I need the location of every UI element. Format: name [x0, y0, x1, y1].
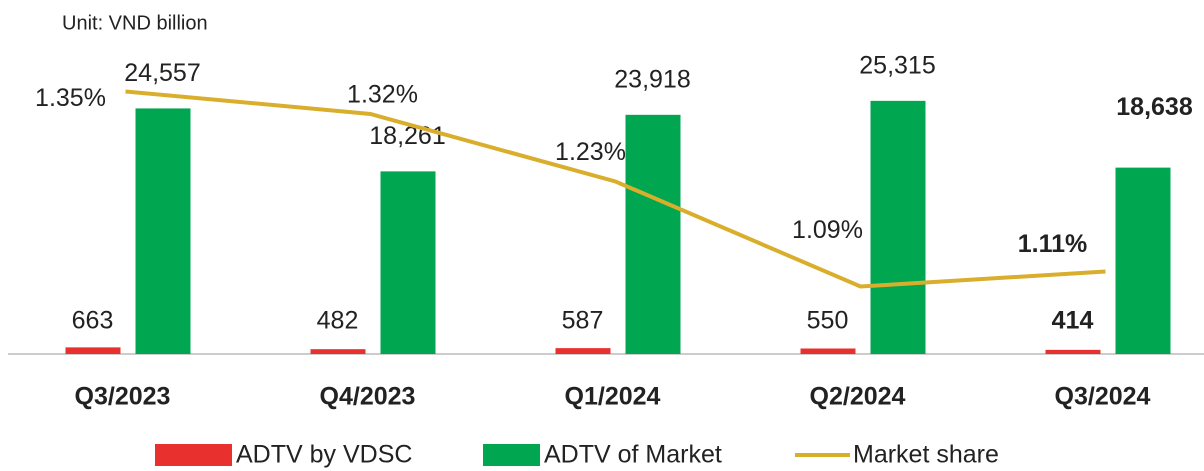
legend-swatch: [155, 444, 232, 466]
value-label: 1.35%: [35, 84, 106, 112]
bar: [135, 108, 191, 355]
bar: [870, 100, 926, 354]
bar: [310, 349, 366, 354]
value-label: 25,315: [859, 51, 935, 79]
bar: [1045, 349, 1101, 354]
value-label: 663: [72, 307, 114, 335]
bar: [380, 171, 436, 354]
value-label: 1.11%: [1018, 230, 1088, 258]
line: [125, 89, 1106, 289]
value-label: 414: [1052, 307, 1094, 335]
bar: [555, 348, 611, 354]
x-tick-label: Q3/2023: [75, 383, 171, 411]
x-tick-label: Q3/2024: [1055, 383, 1151, 411]
value-label: 23,918: [614, 65, 690, 93]
bar: [625, 114, 681, 354]
value-label: 18,261: [369, 122, 445, 150]
legend-label: ADTV of Market: [544, 441, 722, 469]
x-tick-label: Q2/2024: [810, 383, 906, 411]
chart-subtitle: Unit: VND billion: [62, 12, 208, 34]
value-label: 587: [562, 307, 604, 335]
x-tick-label: Q4/2023: [320, 383, 416, 411]
value-label: 482: [317, 307, 359, 335]
value-label: 1.32%: [347, 81, 418, 109]
value-label: 24,557: [124, 59, 200, 87]
value-label: 1.09%: [792, 216, 863, 244]
value-label: 1.23%: [555, 138, 626, 166]
x-tick-label: Q1/2024: [565, 383, 661, 411]
legend-swatch: [483, 444, 540, 466]
legend-label: Market share: [853, 441, 999, 469]
bar: [65, 347, 121, 354]
legend-label: ADTV by VDSC: [236, 441, 412, 469]
value-label: 550: [807, 307, 849, 335]
value-label: 18,638: [1116, 93, 1193, 121]
bar: [1115, 167, 1171, 354]
bar: [800, 348, 856, 354]
